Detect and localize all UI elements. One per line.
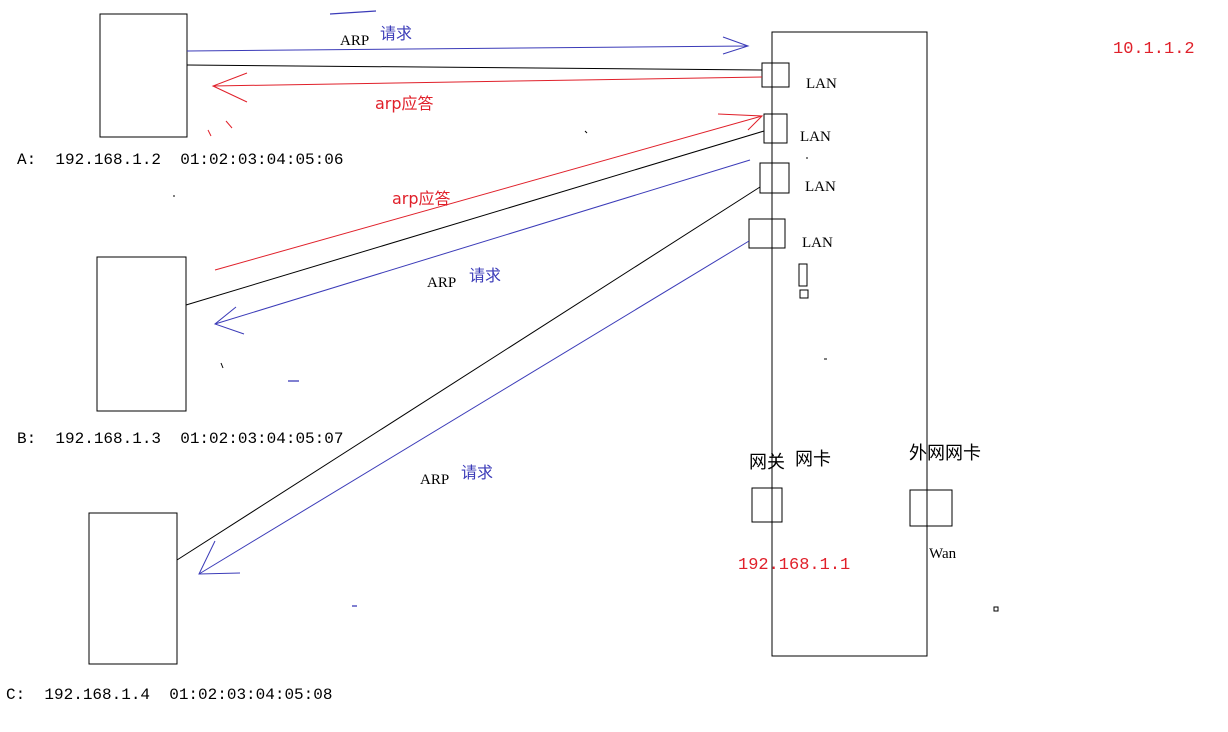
gateway-ip: 192.168.1.1 (738, 556, 850, 575)
msg-c-request-cjk: 请求 (461, 463, 493, 482)
speck-red-1 (207, 129, 212, 137)
lan-port-1-label: LAN (806, 76, 837, 92)
lan-port-4 (748, 218, 786, 249)
msg-c-request-word: ARP (420, 472, 449, 488)
msg-b-request-cjk: 请求 (469, 266, 501, 285)
arrow-a-reply-line (212, 76, 763, 87)
router-indicator-small (799, 289, 809, 299)
host-b-label: B: 192.168.1.3 01:02:03:04:05:07 (17, 430, 343, 448)
wire-b-lan2 (185, 130, 765, 306)
arrow-c-request-head (198, 540, 241, 575)
msg-b-reply: arp应答 (392, 189, 451, 208)
external-ip: 10.1.1.2 (1113, 40, 1195, 59)
host-a-label: A: 192.168.1.2 01:02:03:04:05:06 (17, 151, 343, 169)
wan-nic-port (909, 489, 953, 527)
gateway-nic-label: 网卡 (795, 449, 831, 470)
wan-port-label: Wan (929, 546, 957, 562)
host-c-box (88, 512, 178, 665)
arrow-b-reply-head (717, 113, 764, 131)
stray-square (993, 606, 999, 612)
msg-a-reply: arp应答 (375, 94, 434, 113)
arrow-a-reply-head (211, 72, 248, 103)
lan-port-3 (759, 162, 790, 194)
arrow-b-request-head (213, 306, 245, 335)
gateway-nic-port (751, 487, 783, 523)
speck-black-mid (584, 130, 588, 134)
arrow-b-reply-line (214, 115, 763, 271)
lan-port-2 (763, 113, 788, 144)
arrow-a-request-head (722, 36, 750, 55)
lan-port-1 (761, 62, 790, 88)
arrow-c-request-line (198, 240, 750, 575)
wire-c-lan3 (176, 186, 761, 561)
lan-port-3-label: LAN (805, 179, 836, 195)
host-a-box (99, 13, 188, 138)
wire-a-lan1 (186, 64, 763, 71)
arrow-b-request-line (214, 159, 751, 325)
router-box (771, 31, 928, 657)
speck-black-b2 (220, 362, 224, 369)
gateway-label: 网关 (749, 452, 785, 473)
msg-b-request-word: ARP (427, 275, 456, 291)
arrow-a-request-line (186, 45, 749, 52)
lan-port-4-label: LAN (802, 235, 833, 251)
lan-port-2-label: LAN (800, 129, 831, 145)
speck-blue-top (329, 10, 377, 15)
router-indicator-led (798, 263, 808, 287)
host-c-label: C: 192.168.1.4 01:02:03:04:05:08 (6, 686, 332, 704)
host-b-box (96, 256, 187, 412)
msg-a-request-cjk: 请求 (380, 24, 412, 43)
speck-red-2 (225, 120, 233, 129)
msg-a-request-word: ARP (340, 33, 369, 49)
wan-nic-label: 外网网卡 (909, 443, 981, 464)
